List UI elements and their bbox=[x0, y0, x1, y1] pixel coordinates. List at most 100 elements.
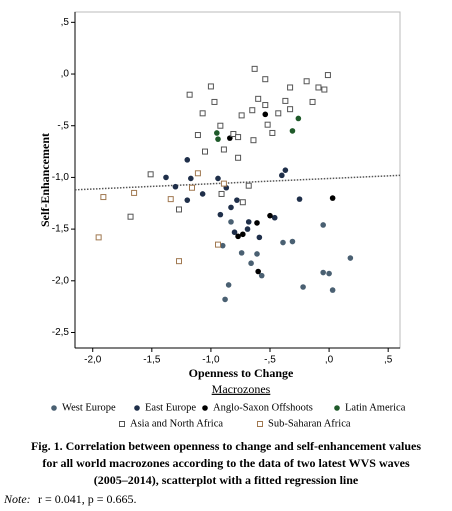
caption-line: Fig. 1. Correlation between openness to … bbox=[31, 439, 421, 453]
point bbox=[220, 146, 227, 153]
point bbox=[194, 170, 201, 177]
point bbox=[295, 115, 302, 122]
point bbox=[163, 174, 169, 181]
x-tick-label: ,0 bbox=[325, 355, 334, 366]
x-tick-label: -,5 bbox=[264, 355, 276, 366]
legend-title: Macrozones bbox=[212, 382, 271, 396]
point bbox=[271, 214, 278, 221]
fit-line bbox=[74, 174, 401, 191]
point bbox=[320, 222, 326, 228]
legend-marker bbox=[202, 405, 208, 411]
point bbox=[315, 84, 322, 91]
point bbox=[254, 220, 260, 226]
point bbox=[303, 78, 310, 85]
legend-label: Sub-Saharan Africa bbox=[268, 418, 351, 429]
x-tick-label: -1,0 bbox=[202, 355, 220, 366]
point bbox=[127, 213, 134, 220]
point bbox=[184, 157, 191, 163]
y-tick-label: -,5 bbox=[57, 120, 69, 131]
point bbox=[235, 134, 242, 141]
point bbox=[240, 231, 246, 238]
point bbox=[215, 136, 221, 142]
point bbox=[189, 184, 195, 191]
legend-label: Asia and North Africa bbox=[130, 418, 223, 429]
point bbox=[215, 175, 221, 182]
point bbox=[231, 229, 238, 236]
point bbox=[267, 212, 273, 219]
point bbox=[280, 239, 286, 246]
point bbox=[320, 269, 326, 276]
x-tick-label: -1,5 bbox=[143, 355, 161, 366]
point bbox=[269, 129, 276, 136]
point bbox=[239, 199, 246, 206]
point bbox=[250, 137, 257, 144]
y-tick-label: ,0 bbox=[61, 69, 70, 80]
point bbox=[321, 86, 328, 93]
caption-line: (2005–2014), scatterplot with a fitted r… bbox=[94, 473, 359, 487]
point bbox=[186, 91, 193, 98]
point bbox=[249, 107, 256, 114]
point bbox=[218, 190, 225, 197]
point bbox=[264, 121, 271, 128]
point bbox=[217, 122, 224, 129]
point bbox=[176, 258, 182, 265]
point bbox=[255, 268, 261, 275]
point bbox=[211, 98, 218, 105]
point bbox=[167, 196, 174, 203]
point bbox=[275, 110, 282, 117]
point bbox=[255, 95, 262, 102]
note-text: r = 0.041, p = 0.665. bbox=[38, 492, 137, 506]
point bbox=[326, 270, 332, 277]
x-tick-label: ,5 bbox=[384, 355, 393, 366]
point bbox=[188, 175, 194, 182]
point bbox=[248, 260, 254, 267]
point bbox=[329, 287, 336, 293]
point bbox=[228, 204, 234, 211]
legend-label: East Europe bbox=[145, 402, 196, 413]
x-tick-label: -2,0 bbox=[84, 355, 102, 366]
point bbox=[287, 84, 294, 91]
point bbox=[262, 111, 269, 118]
point bbox=[238, 112, 245, 119]
point bbox=[309, 98, 316, 105]
point bbox=[287, 106, 294, 113]
point bbox=[235, 154, 242, 161]
point bbox=[279, 172, 285, 179]
point bbox=[251, 65, 258, 72]
point bbox=[296, 196, 303, 202]
y-tick-label: -1,5 bbox=[52, 224, 70, 235]
point bbox=[238, 250, 245, 256]
legend-marker bbox=[257, 421, 263, 427]
y-tick-label: -2,5 bbox=[52, 327, 70, 338]
legend-marker bbox=[119, 421, 125, 427]
point bbox=[234, 197, 240, 203]
point bbox=[220, 180, 227, 187]
point bbox=[95, 234, 102, 241]
point bbox=[262, 102, 269, 109]
point bbox=[282, 97, 289, 104]
x-axis-title: Openness to Change bbox=[189, 366, 294, 380]
legend-label: Anglo-Saxon Offshoots bbox=[213, 402, 313, 413]
point bbox=[100, 194, 107, 201]
point bbox=[347, 255, 354, 261]
point bbox=[245, 219, 252, 225]
point bbox=[289, 238, 296, 245]
legend-label: West Europe bbox=[62, 402, 116, 413]
caption-line: for all world macrozones according to th… bbox=[42, 456, 410, 470]
point bbox=[207, 83, 214, 90]
point bbox=[194, 132, 201, 139]
point bbox=[215, 241, 221, 248]
point bbox=[184, 197, 191, 203]
note-label: Note: bbox=[3, 492, 31, 506]
point bbox=[235, 233, 241, 240]
legend-marker bbox=[51, 405, 57, 411]
plot-area bbox=[74, 11, 401, 349]
point bbox=[147, 171, 154, 178]
legend-marker bbox=[334, 405, 340, 411]
point bbox=[228, 219, 234, 225]
point bbox=[256, 234, 263, 241]
point bbox=[262, 76, 269, 83]
point bbox=[225, 282, 232, 288]
point bbox=[222, 296, 228, 303]
